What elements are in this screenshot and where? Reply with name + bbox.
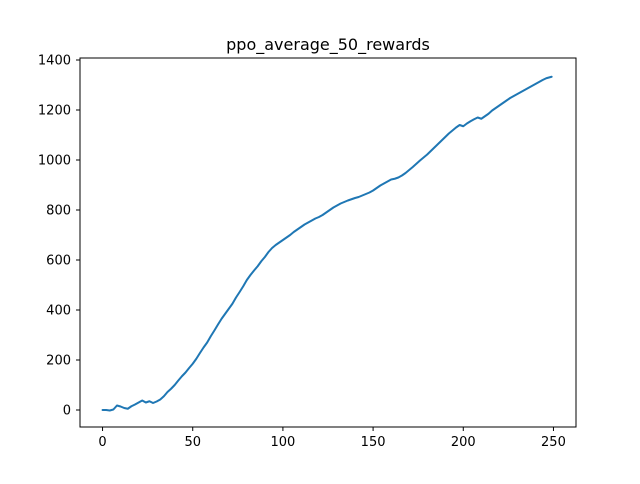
- y-tick-label: 0: [63, 404, 71, 419]
- y-tick-label: 800: [46, 204, 71, 219]
- y-tick-label: 400: [46, 304, 71, 319]
- x-tick-label: 150: [361, 435, 386, 450]
- series-line: [101, 75, 553, 412]
- chart-title: ppo_average_50_rewards: [226, 35, 430, 55]
- plot-area: [101, 75, 553, 412]
- y-tick-label: 200: [46, 354, 71, 369]
- x-tick-label: 0: [98, 435, 106, 450]
- y-tick-label: 1400: [38, 54, 71, 69]
- y-tick-label: 600: [46, 254, 71, 269]
- x-tick-label: 100: [270, 435, 295, 450]
- x-tick-label: 200: [451, 435, 476, 450]
- x-tick-label: 250: [541, 435, 566, 450]
- axes-frame: [79, 57, 577, 428]
- y-tick-label: 1200: [38, 104, 71, 119]
- y-tick-label: 1000: [38, 154, 71, 169]
- x-tick-label: 50: [184, 435, 201, 450]
- axes: 0 50 100 150 200 250 0 200 400 600 800 1000 1200 1400: [38, 54, 577, 450]
